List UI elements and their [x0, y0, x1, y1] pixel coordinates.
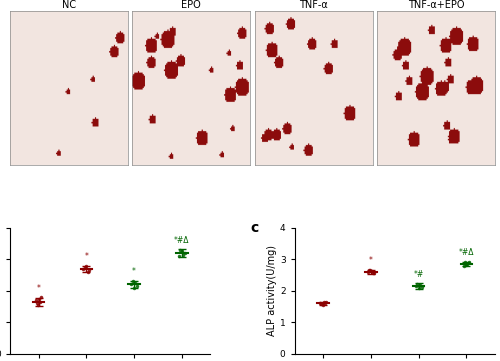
Text: *#: *# — [414, 270, 424, 278]
Title: TNF-α: TNF-α — [300, 0, 328, 10]
Text: *: * — [36, 284, 40, 293]
Title: TNF-α+EPO: TNF-α+EPO — [408, 0, 465, 10]
Title: EPO: EPO — [182, 0, 201, 10]
Text: *: * — [369, 256, 373, 265]
Text: *: * — [84, 252, 88, 261]
Y-axis label: ALP activity(U/mg): ALP activity(U/mg) — [267, 245, 277, 336]
Text: *#Δ: *#Δ — [458, 248, 474, 257]
Text: *#Δ: *#Δ — [174, 236, 190, 245]
Text: c: c — [250, 222, 258, 235]
Text: *: * — [132, 267, 136, 276]
Title: NC: NC — [62, 0, 76, 10]
